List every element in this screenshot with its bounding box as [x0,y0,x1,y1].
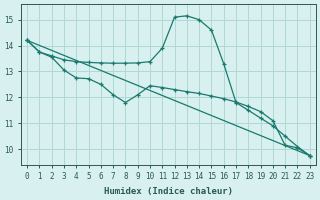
X-axis label: Humidex (Indice chaleur): Humidex (Indice chaleur) [104,187,233,196]
